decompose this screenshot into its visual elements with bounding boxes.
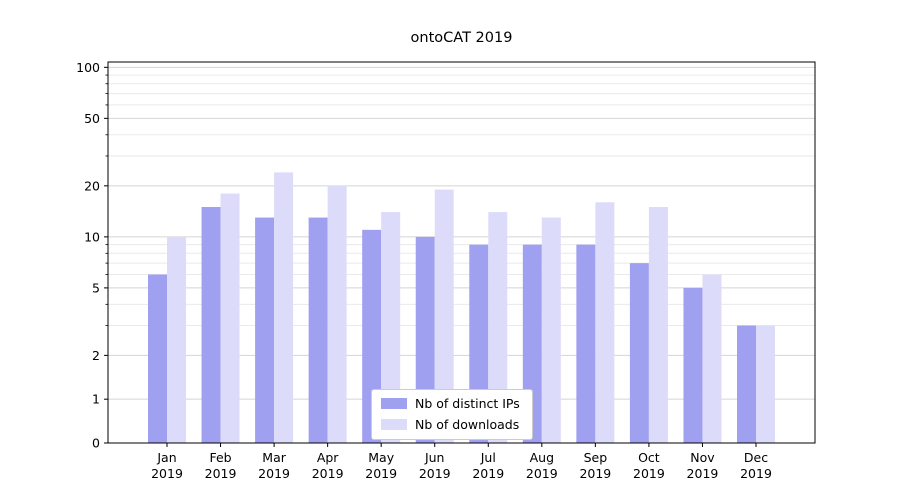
x-tick-label-month-sep: Sep — [584, 450, 608, 465]
x-tick-label-year-mar: 2019 — [258, 466, 290, 481]
bar-downloads-jul — [488, 212, 508, 443]
x-tick-label-year-aug: 2019 — [526, 466, 558, 481]
bar-downloads-apr — [327, 185, 347, 443]
x-tick-label-year-apr: 2019 — [312, 466, 344, 481]
bar-downloads-may — [381, 212, 401, 443]
x-tick-label-year-jan: 2019 — [151, 466, 183, 481]
x-tick-label-year-oct: 2019 — [633, 466, 665, 481]
y-tick-label-100: 100 — [76, 60, 100, 75]
x-tick-label-month-nov: Nov — [690, 450, 715, 465]
bar-distinct-ips-feb — [201, 207, 221, 443]
bar-downloads-mar — [274, 172, 294, 444]
y-tick-label-2: 2 — [92, 348, 100, 363]
legend-swatch-distinct-ips — [381, 398, 407, 410]
bar-distinct-ips-nov — [683, 287, 703, 443]
x-tick-label-month-apr: Apr — [317, 450, 339, 465]
y-tick-label-10: 10 — [84, 229, 100, 244]
x-tick-label-month-jul: Jul — [480, 450, 496, 465]
y-tick-label-5: 5 — [92, 280, 100, 295]
legend-item-downloads: Nb of downloads — [381, 416, 520, 432]
bar-downloads-jan — [167, 236, 186, 443]
x-tick-label-year-sep: 2019 — [579, 466, 611, 481]
legend-item-distinct-ips: Nb of distinct IPs — [381, 397, 520, 411]
x-tick-label-month-jun: Jun — [424, 450, 445, 465]
bar-distinct-ips-mar — [255, 217, 275, 443]
x-tick-label-year-jul: 2019 — [472, 466, 504, 481]
x-tick-label-month-aug: Aug — [530, 450, 554, 465]
bar-distinct-ips-sep — [576, 244, 596, 443]
bar-distinct-ips-oct — [629, 263, 649, 443]
bar-downloads-dec — [756, 325, 775, 443]
x-tick-label-year-dec: 2019 — [740, 466, 772, 481]
plot-border — [107, 61, 816, 444]
x-tick-label-year-feb: 2019 — [205, 466, 237, 481]
bar-downloads-oct — [648, 207, 668, 443]
bar-downloads-feb — [220, 193, 240, 443]
x-tick-label-month-dec: Dec — [744, 450, 768, 465]
bar-downloads-sep — [595, 202, 615, 443]
x-tick-label-month-may: May — [368, 450, 394, 465]
x-tick-label-year-nov: 2019 — [687, 466, 719, 481]
x-tick-label-year-may: 2019 — [365, 466, 397, 481]
y-tick-label-1: 1 — [92, 392, 100, 407]
legend-label-downloads: Nb of downloads — [415, 416, 520, 432]
x-tick-label-month-mar: Mar — [262, 450, 286, 465]
x-tick-label-month-jan: Jan — [156, 450, 176, 465]
y-tick-label-0: 0 — [92, 436, 100, 451]
bar-downloads-aug — [541, 217, 561, 443]
bar-downloads-jun — [434, 189, 454, 443]
legend-label-distinct-ips: Nb of distinct IPs — [415, 396, 520, 411]
chart-title: ontoCAT 2019 — [410, 30, 513, 46]
x-tick-label-year-jun: 2019 — [419, 466, 451, 481]
bar-downloads-nov — [702, 274, 722, 443]
x-tick-label-month-oct: Oct — [638, 450, 660, 465]
y-tick-label-50: 50 — [84, 111, 100, 126]
y-tick-label-20: 20 — [84, 178, 100, 193]
x-tick-label-month-feb: Feb — [209, 450, 231, 465]
legend-swatch-downloads — [381, 419, 407, 431]
bar-distinct-ips-dec — [737, 325, 756, 443]
bar-distinct-ips-jan — [148, 274, 167, 443]
bar-distinct-ips-apr — [308, 217, 328, 443]
legend: Nb of distinct IPs Nb of downloads — [371, 389, 533, 440]
